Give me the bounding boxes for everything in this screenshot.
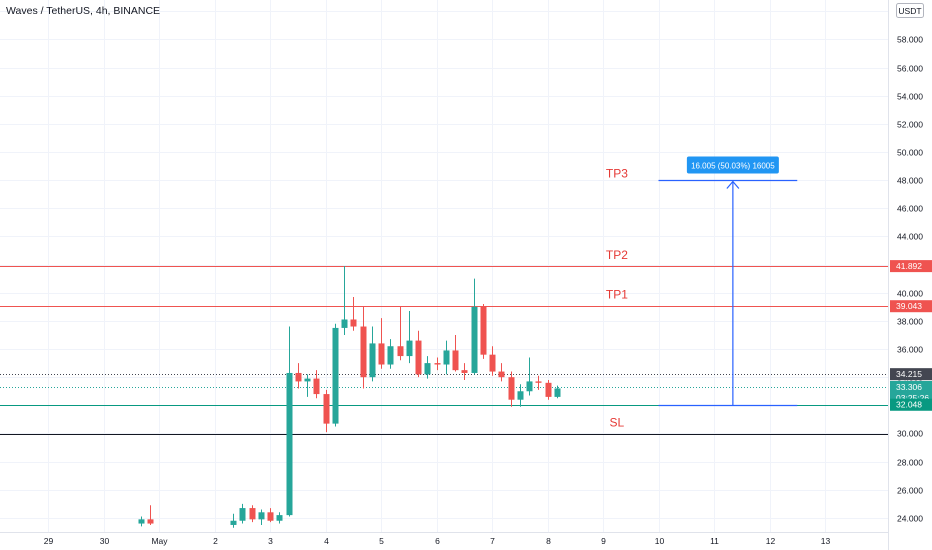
candle-up[interactable]	[258, 512, 265, 520]
x-tick-label: 29	[44, 536, 54, 546]
candle-up[interactable]	[526, 381, 533, 392]
y-tick-label: 30.000	[897, 429, 923, 439]
x-tick-label: 7	[490, 536, 495, 546]
x-tick-label: May	[151, 536, 168, 546]
y-tick-label: 46.000	[897, 204, 923, 214]
time-axis[interactable]: 29 30 May 2 3 4 5 6 7 8 9 10 11 12 13	[44, 536, 831, 546]
x-tick-label: 5	[379, 536, 384, 546]
x-tick-label: 10	[655, 536, 665, 546]
candle-down[interactable]	[535, 381, 542, 383]
y-tick-label: 58.000	[897, 35, 923, 45]
candle-down[interactable]	[295, 372, 302, 382]
price-badge-tp2-bg	[890, 260, 932, 273]
y-tick-label: 24.000	[897, 514, 923, 524]
y-tick-label: 26.000	[897, 486, 923, 496]
candle-down[interactable]	[267, 512, 274, 521]
candle-down[interactable]	[545, 382, 552, 397]
y-tick-label: 50.000	[897, 148, 923, 158]
candle-up[interactable]	[554, 388, 561, 397]
candle-down[interactable]	[480, 306, 487, 355]
x-tick-label: 12	[766, 536, 776, 546]
y-tick-label: 54.000	[897, 92, 923, 102]
candle-up[interactable]	[369, 343, 376, 378]
y-tick-label: 56.000	[897, 64, 923, 74]
candle-down[interactable]	[434, 363, 441, 365]
candle-up[interactable]	[304, 378, 311, 382]
price-badge-tp1: 39.043	[896, 301, 922, 311]
x-tick-label: 9	[601, 536, 606, 546]
price-badge-tp1-bg	[890, 300, 932, 313]
candle-down[interactable]	[508, 377, 515, 400]
x-tick-label: 13	[821, 536, 831, 546]
label-tp3: TP3	[606, 166, 628, 180]
candle-up[interactable]	[406, 340, 413, 357]
candle-up[interactable]	[239, 508, 246, 521]
price-badge-entry-top: 32.048	[896, 400, 922, 410]
candle-down[interactable]	[313, 378, 320, 395]
candle-down[interactable]	[360, 326, 367, 378]
candle-up[interactable]	[341, 319, 348, 328]
x-tick-label: 30	[100, 536, 110, 546]
candles[interactable]	[138, 266, 561, 528]
y-tick-label: 44.000	[897, 232, 923, 242]
candle-up[interactable]	[443, 350, 450, 365]
candle-down[interactable]	[147, 519, 154, 524]
price-badge-prev-close: 34.215	[896, 369, 922, 379]
measure-tool[interactable]: 16.005 (50.03%) 16005	[658, 156, 798, 407]
candle-up[interactable]	[471, 306, 478, 373]
label-tp1: TP1	[606, 287, 628, 301]
label-sl: SL	[610, 415, 625, 429]
candle-down[interactable]	[323, 394, 330, 424]
x-tick-label: 2	[213, 536, 218, 546]
candle-down[interactable]	[452, 350, 459, 371]
candle-up[interactable]	[517, 391, 524, 400]
y-tick-label: 48.000	[897, 176, 923, 186]
x-tick-label: 4	[324, 536, 329, 546]
candle-down[interactable]	[378, 343, 385, 365]
candle-up[interactable]	[424, 363, 431, 375]
x-tick-label: 3	[268, 536, 273, 546]
candle-down[interactable]	[498, 371, 505, 378]
price-badge-prev-close-bg	[890, 368, 932, 381]
annotation-labels: TP3 TP2 TP1 SL	[606, 166, 628, 429]
y-tick-label: 52.000	[897, 120, 923, 130]
candle-down[interactable]	[249, 508, 256, 520]
x-tick-label: 6	[435, 536, 440, 546]
candle-up[interactable]	[286, 372, 293, 516]
price-badge-countdown: 03:25:26	[896, 393, 929, 403]
measure-label-box	[686, 156, 779, 174]
candle-up[interactable]	[138, 519, 145, 524]
y-tick-label: 28.000	[897, 458, 923, 468]
x-tick-label: 11	[710, 536, 719, 546]
price-badge-tp2: 41.892	[896, 261, 922, 271]
x-tick-label: 8	[546, 536, 551, 546]
currency-badge[interactable]: USDT	[896, 3, 924, 18]
candle-up[interactable]	[332, 327, 339, 424]
candle-down[interactable]	[415, 340, 422, 375]
label-tp2: TP2	[606, 248, 628, 262]
candle-down[interactable]	[350, 319, 357, 327]
candle-up[interactable]	[230, 520, 237, 525]
y-tick-label: 38.000	[897, 317, 923, 327]
y-tick-label: 40.000	[897, 289, 923, 299]
currency-label: USDT	[898, 6, 921, 16]
candle-down[interactable]	[397, 346, 404, 357]
candle-down[interactable]	[461, 370, 468, 373]
measure-arrow-head-icon	[726, 180, 740, 189]
measure-label: 16.005 (50.03%) 16005	[691, 162, 775, 171]
candle-up[interactable]	[276, 515, 283, 521]
symbol-title: Waves / TetherUS, 4h, BINANCE	[6, 5, 160, 17]
price-badges: 41.89239.04332.04834.21533.30603:25:2632…	[890, 260, 932, 411]
price-badge-last: 33.306	[896, 382, 922, 392]
y-tick-label: 36.000	[897, 345, 923, 355]
candle-up[interactable]	[387, 346, 394, 365]
candle-down[interactable]	[489, 354, 496, 372]
price-badge-entry-top-bg	[890, 398, 932, 411]
